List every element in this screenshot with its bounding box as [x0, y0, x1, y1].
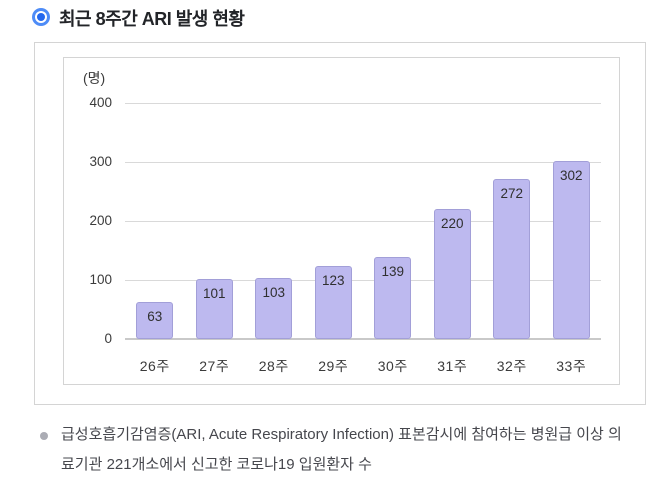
bar-value-label: 220: [440, 216, 464, 231]
y-tick-label: 200: [89, 213, 112, 228]
bar-value-label: 63: [147, 309, 163, 324]
x-tick-label: 28주: [258, 358, 289, 374]
x-tick-label: 29주: [318, 358, 349, 374]
x-tick-label: 26주: [139, 358, 170, 374]
chart-bar: [433, 209, 471, 339]
bar-value-label: 139: [381, 264, 405, 279]
section-bullet-ring: [35, 11, 47, 23]
bar-value-label: 101: [202, 286, 226, 301]
chart-frame: (명) 0 100 200 300 400 63 26주 101 27주 103 28주 123 29주…: [63, 57, 620, 385]
y-tick-label: 400: [89, 95, 112, 110]
chart-bar: [255, 278, 293, 339]
footnote-bullet-icon: [40, 432, 48, 440]
x-axis-line: [125, 338, 601, 340]
x-tick-label: 31주: [437, 358, 468, 374]
x-tick-label: 30주: [377, 358, 408, 374]
gridline: [125, 162, 601, 163]
y-tick-label: 300: [89, 154, 112, 169]
gridline: [125, 280, 601, 281]
section-bullet-dot: [37, 13, 45, 21]
x-tick-label: 27주: [199, 358, 230, 374]
y-tick-label: 0: [104, 331, 112, 346]
bar-value-label: 272: [500, 186, 524, 201]
chart-bar: [374, 257, 412, 339]
chart-bar: [136, 302, 174, 339]
chart-bar: [552, 161, 590, 339]
gridline: [125, 221, 601, 222]
bar-value-label: 123: [321, 273, 345, 288]
x-tick-label: 33주: [556, 358, 587, 374]
page-title: 최근 8주간 ARI 발생 현황: [59, 9, 245, 29]
bar-value-label: 302: [559, 168, 583, 183]
footnote-text: 급성호흡기감염증(ARI, Acute Respiratory Infectio…: [61, 426, 622, 473]
chart-bar: [314, 266, 352, 339]
y-axis-unit-label: (명): [83, 70, 106, 86]
chart-bar: [493, 179, 531, 339]
bar-chart-plot: 0 100 200 300 400 63 26주 101 27주 103 28주 123 29주 139 3…: [64, 58, 619, 384]
gridline: [125, 103, 601, 104]
chart-bar: [195, 279, 233, 339]
section-bullet-icon: [32, 8, 50, 26]
y-tick-label: 100: [89, 272, 112, 287]
bar-value-label: 103: [262, 285, 286, 300]
x-tick-label: 32주: [496, 358, 527, 374]
